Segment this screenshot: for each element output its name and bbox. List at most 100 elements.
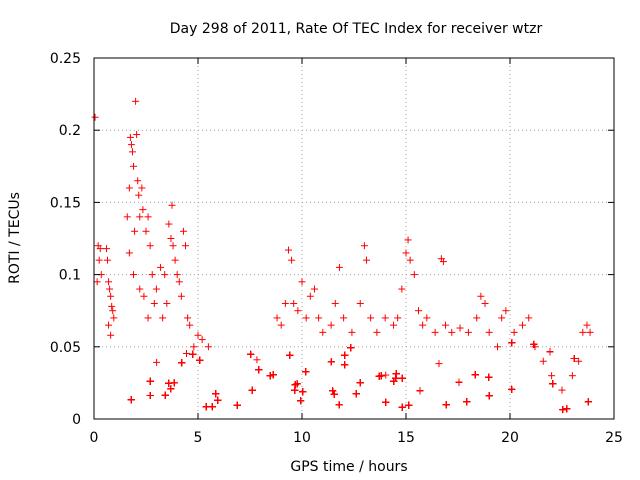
data-point (390, 321, 398, 329)
data-point (373, 328, 381, 336)
data-point (404, 236, 412, 244)
data-point (286, 351, 294, 359)
data-point (502, 307, 510, 315)
data-point (442, 401, 450, 409)
data-point (485, 328, 493, 336)
data-point (584, 398, 592, 406)
data-point (281, 299, 289, 307)
data-point (382, 398, 390, 406)
data-point (146, 377, 154, 385)
data-point (406, 256, 414, 264)
data-point (335, 401, 343, 409)
data-point (341, 361, 349, 369)
data-point (102, 245, 110, 253)
data-point (273, 314, 281, 322)
data-point (586, 328, 594, 336)
data-point (198, 336, 206, 344)
plot-frame (93, 57, 615, 420)
data-point (171, 256, 179, 264)
data-point (109, 307, 117, 315)
data-point (128, 148, 136, 156)
data-point (356, 379, 364, 387)
chart-title: Day 298 of 2011, Rate Of TEC Index for r… (170, 21, 543, 37)
data-point (398, 285, 406, 293)
data-point (127, 141, 135, 149)
y-tick-label: 0 (72, 412, 81, 428)
data-point (133, 131, 141, 139)
data-point (398, 374, 406, 382)
data-point (196, 356, 204, 364)
data-point (558, 386, 566, 394)
data-point (381, 314, 389, 322)
data-point (248, 386, 256, 394)
data-point (439, 258, 447, 266)
data-point (341, 351, 349, 359)
data-point (464, 328, 472, 336)
data-point (178, 359, 186, 367)
data-point (563, 405, 571, 413)
data-point (165, 220, 173, 228)
y-tick-label: 0.15 (50, 195, 81, 211)
data-point (110, 314, 118, 322)
data-point (508, 385, 516, 393)
data-point (494, 343, 502, 351)
data-point (175, 278, 183, 286)
data-point (150, 299, 158, 307)
data-point (448, 328, 456, 336)
data-point (169, 242, 177, 250)
data-point (310, 285, 318, 293)
data-point (525, 314, 533, 322)
data-point (455, 378, 463, 386)
data-point (508, 339, 516, 347)
data-point (144, 314, 152, 322)
data-point (315, 314, 323, 322)
data-point (148, 271, 156, 279)
data-point (184, 314, 192, 322)
data-point (531, 343, 539, 351)
data-point (107, 331, 115, 339)
data-point (416, 387, 424, 395)
data-point (347, 344, 355, 352)
data-point (266, 372, 274, 380)
data-point (125, 249, 133, 257)
data-point (161, 271, 169, 279)
x-tick-label: 15 (397, 430, 415, 446)
data-point (212, 390, 220, 398)
data-point (498, 314, 506, 322)
data-point (392, 370, 400, 378)
data-points (91, 97, 594, 414)
x-tick-label: 5 (194, 430, 203, 446)
data-point (356, 299, 364, 307)
data-point (136, 213, 144, 221)
data-point (362, 256, 370, 264)
data-point (485, 392, 493, 400)
data-point (423, 314, 431, 322)
data-point (335, 263, 343, 271)
data-point (471, 371, 479, 379)
data-point (327, 321, 335, 329)
data-point (130, 271, 138, 279)
data-point (382, 371, 390, 379)
data-point (131, 227, 139, 235)
data-point (204, 343, 212, 351)
data-point (570, 355, 578, 363)
data-point (477, 292, 485, 300)
data-point (288, 256, 296, 264)
data-point (233, 401, 241, 409)
data-point (398, 403, 406, 411)
data-point (179, 227, 187, 235)
data-point (463, 398, 471, 406)
data-point (183, 349, 191, 357)
data-point (190, 343, 198, 351)
data-point (194, 331, 202, 339)
data-point (170, 379, 178, 387)
data-point (442, 321, 450, 329)
data-point (142, 227, 150, 235)
data-point (159, 314, 167, 322)
data-point (146, 242, 154, 250)
data-point (294, 307, 302, 315)
data-point (107, 292, 115, 300)
y-tick-labels: 0 0.05 0.1 0.15 0.2 0.25 (50, 51, 81, 428)
data-point (208, 403, 216, 411)
